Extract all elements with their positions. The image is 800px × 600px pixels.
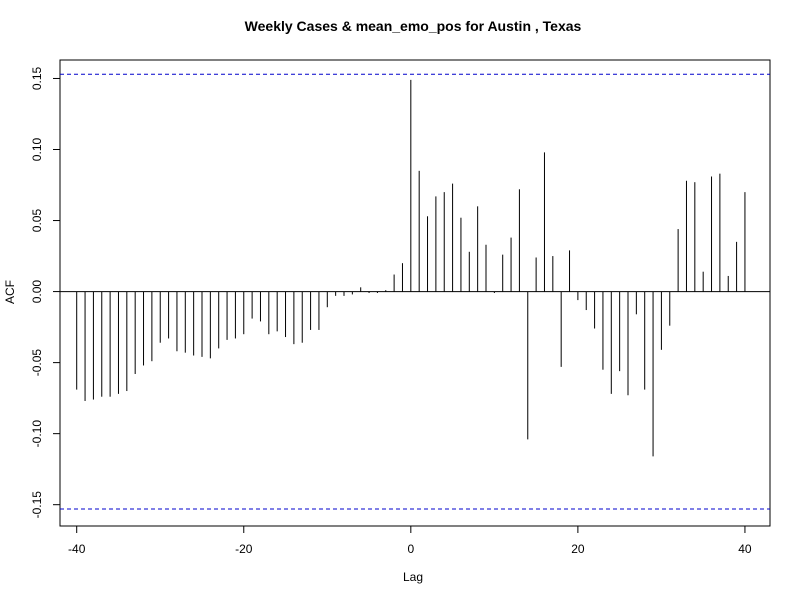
y-tick-label: -0.15 (30, 491, 44, 519)
acf-bars (76, 79, 746, 457)
x-axis-label: Lag (403, 570, 423, 584)
x-axis: -40 -20 0 20 40 (68, 525, 752, 556)
y-tick-label: 0.10 (30, 138, 44, 162)
y-tick-label: -0.05 (30, 349, 44, 377)
y-tick-label: 0.15 (30, 66, 44, 90)
confidence-bounds (60, 73, 770, 510)
chart-title: Weekly Cases & mean_emo_pos for Austin ,… (245, 18, 582, 34)
x-tick-label: 40 (738, 542, 752, 556)
y-axis: -0.15 -0.10 -0.05 0.00 0.05 0.10 0.15 (30, 66, 61, 519)
x-tick-label: 20 (571, 542, 585, 556)
y-tick-label: -0.10 (30, 420, 44, 448)
x-tick-label: -40 (68, 542, 86, 556)
x-tick-label: 0 (407, 542, 414, 556)
y-axis-label: ACF (3, 280, 17, 304)
x-tick-label: -20 (235, 542, 253, 556)
plot-frame (59, 59, 771, 527)
y-tick-label: 0.00 (30, 280, 44, 304)
y-tick-label: 0.05 (30, 209, 44, 233)
